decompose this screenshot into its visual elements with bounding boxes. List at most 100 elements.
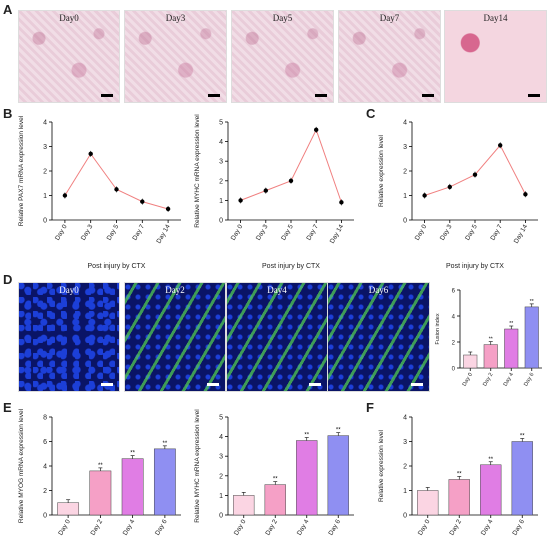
data-point: [62, 193, 68, 198]
x-tick-label: Day 14: [155, 223, 172, 245]
pax7-line-chart: 0 1 2 3 4 Relative PAX7 mRNA expression level…: [18, 115, 181, 270]
if-image-label: Day6: [368, 285, 389, 295]
data-point: [140, 199, 145, 204]
scale-bar: [207, 383, 219, 386]
y-tick-label: 1: [43, 193, 47, 200]
x-tick-label: Day 5: [106, 223, 121, 242]
expression-line-chart: 0 1 2 3 4 Relative expression level Day 0 Day 3…: [378, 120, 538, 270]
significance-label: **: [98, 463, 103, 469]
data-point: [498, 143, 503, 148]
y-tick-label: 6: [43, 439, 47, 446]
y-tick-label: 1: [403, 193, 407, 200]
y-tick-label: 1: [219, 493, 223, 500]
y-tick-label: 8: [43, 415, 47, 422]
bar: [153, 448, 176, 516]
data-point: [238, 198, 243, 203]
if-image-label: Day2: [165, 285, 185, 295]
y-tick-label: 4: [219, 434, 223, 441]
he-image-label: Day3: [165, 13, 186, 23]
data-point: [114, 187, 119, 192]
panel-letter-a: A: [3, 2, 13, 17]
y-tick-label: 3: [219, 159, 223, 166]
x-tick-label: Day 5: [280, 223, 295, 242]
bar: [483, 344, 498, 369]
data-point: [447, 184, 452, 190]
x-tick-label: Day 6: [523, 372, 535, 387]
y-tick-label: 4: [43, 120, 47, 127]
myhc-bar-chart: 0 1 2 3 4 5 Relative MYHC mRNA expression leve…: [194, 409, 354, 537]
y-tick-label: 2: [403, 464, 407, 471]
he-image-label: Day0: [59, 13, 79, 23]
y-axis-label: Relative PAX7 mRNA expression level: [18, 115, 25, 226]
x-axis-label: Post injury by CTX: [446, 263, 504, 270]
if-image-day0: Day0: [18, 282, 120, 392]
if-image-day6: Day6: [327, 282, 430, 392]
x-tick-label: Day 4: [122, 518, 137, 537]
x-tick-label: Day 0: [417, 518, 432, 537]
scale-bar: [101, 94, 113, 97]
scale-bar: [528, 94, 540, 97]
y-tick-label: 4: [452, 315, 456, 321]
data-point: [288, 178, 294, 183]
significance-label: **: [457, 471, 462, 477]
y-tick-label: 0: [403, 218, 407, 225]
x-axis-label: Post injury by CTX: [262, 263, 320, 270]
y-axis-label: Relative MYHC mRNA expression level: [194, 409, 201, 523]
significance-label: **: [530, 299, 534, 305]
x-tick-label: Day 0: [233, 518, 248, 537]
x-tick-label: Day 2: [448, 518, 463, 537]
he-image-day5: Day5: [231, 10, 334, 103]
x-tick-label: Day 7: [305, 223, 320, 242]
x-tick-label: Day 0: [54, 223, 69, 242]
bar: [480, 464, 502, 516]
x-tick-label: Day 6: [327, 518, 342, 537]
he-image-day0: Day0: [18, 10, 120, 103]
x-tick-label: Day 3: [255, 223, 270, 242]
scale-bar: [315, 94, 327, 97]
x-tick-label: Day 2: [482, 372, 494, 387]
myog-bar-chart: 0 2 4 6 8 Relative MYOG mRNA expression level…: [18, 408, 181, 537]
expression-bar-chart: 0 1 2 3 4 Relative expression level Day 0 Day 2…: [378, 415, 538, 537]
series-line: [240, 128, 342, 203]
significance-label: **: [509, 321, 513, 327]
y-tick-label: 0: [43, 218, 47, 225]
y-axis-label: Fusion index: [435, 313, 441, 344]
x-tick-label: Day 2: [264, 518, 279, 537]
x-tick-label: Day 0: [230, 223, 245, 242]
data-point: [472, 172, 478, 177]
panel-letter-d: D: [3, 272, 13, 287]
x-tick-label: Day 14: [329, 223, 346, 245]
data-point: [523, 192, 528, 197]
y-tick-label: 2: [43, 169, 47, 176]
x-tick-label: Day 7: [131, 223, 146, 242]
series-line: [424, 144, 526, 196]
scale-bar: [411, 383, 423, 386]
bar: [448, 479, 470, 516]
y-tick-label: 4: [403, 415, 407, 422]
x-tick-label: Day 6: [154, 518, 169, 537]
bar: [511, 441, 533, 516]
x-axis-label: Post injury by CTX: [88, 263, 146, 270]
x-tick-label: Day 3: [439, 223, 454, 242]
significance-label: **: [489, 337, 493, 343]
y-tick-label: 4: [403, 120, 407, 127]
significance-label: **: [520, 434, 525, 440]
data-point: [422, 193, 427, 198]
scale-bar: [422, 94, 434, 97]
y-tick-label: 0: [43, 513, 47, 520]
y-axis-label: Relative MYOG mRNA expression level: [18, 408, 25, 523]
data-point: [165, 206, 171, 212]
y-tick-label: 2: [43, 488, 47, 495]
x-tick-label: Day 2: [90, 518, 105, 537]
myhc-line-chart: 0 1 2 3 4 5 Relative MYHC mRNA expression leve…: [194, 114, 354, 270]
x-tick-label: Day 4: [480, 518, 495, 537]
bar: [264, 484, 286, 516]
y-tick-label: 1: [403, 488, 407, 495]
y-axis-label: Relative MYHC mRNA expression level: [194, 114, 201, 228]
significance-label: **: [304, 433, 309, 439]
he-image-label: Day14: [483, 13, 508, 23]
y-axis-label: Relative expression level: [378, 430, 385, 502]
fusion-index-bar-chart: 0 2 4 6 Fusion index Day 0 Day 2 Day 4 Day 6 ** **…: [435, 289, 542, 387]
he-image-day7: Day7: [338, 10, 441, 103]
x-tick-label: Day 0: [462, 372, 474, 387]
